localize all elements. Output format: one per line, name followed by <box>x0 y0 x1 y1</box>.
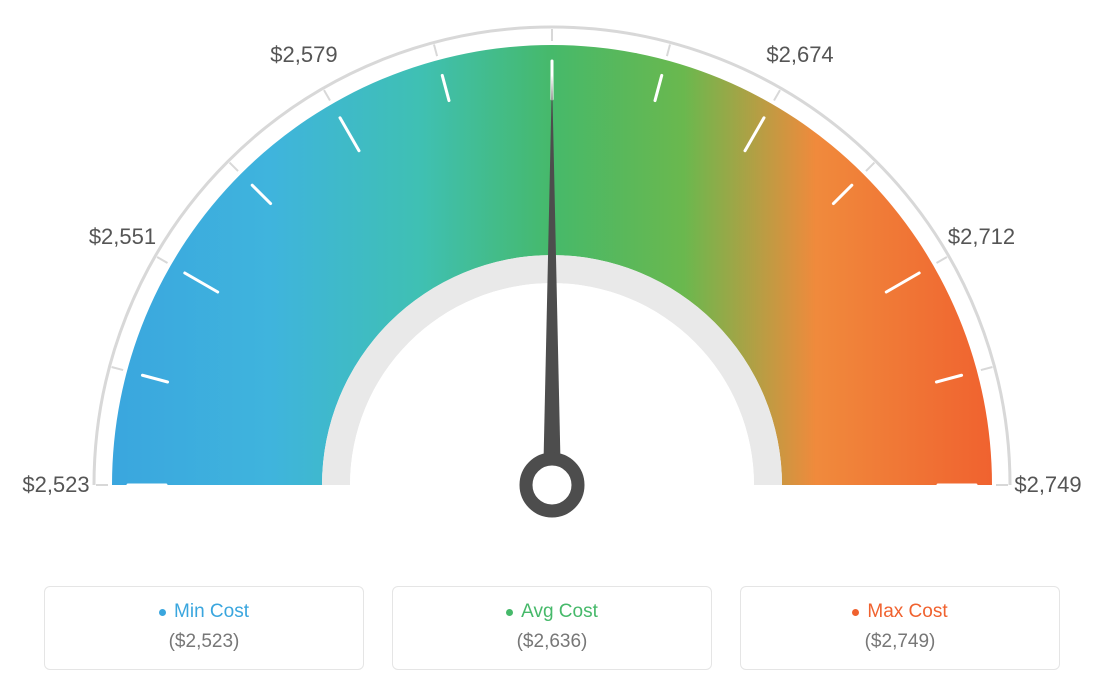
legend-title-max: Max Cost <box>852 601 947 623</box>
legend-value-min: ($2,523) <box>63 631 345 653</box>
legend-card-min: Min Cost ($2,523) <box>44 586 364 670</box>
legend-title-min: Min Cost <box>159 601 249 623</box>
gauge-tick-label: $2,523 <box>22 472 89 498</box>
gauge-tick-label: $2,674 <box>766 42 833 68</box>
cost-gauge-chart: $2,523 $2,551 $2,579 $2,636 $2,674 $2,712 $2,7… <box>0 0 1104 690</box>
legend-label-min: Min Cost <box>174 601 249 623</box>
gauge-tick-label: $2,749 <box>1014 472 1081 498</box>
gauge-tick-label: $2,551 <box>89 224 156 250</box>
legend-label-avg: Avg Cost <box>521 601 598 623</box>
legend-value-max: ($2,749) <box>759 631 1041 653</box>
gauge-svg <box>0 0 1104 540</box>
dot-icon <box>159 609 166 616</box>
dot-icon <box>852 609 859 616</box>
legend-label-max: Max Cost <box>867 601 947 623</box>
gauge-area: $2,523 $2,551 $2,579 $2,636 $2,674 $2,712 $2,7… <box>0 0 1104 540</box>
gauge-tick-label: $2,636 <box>518 0 585 2</box>
gauge-tick-label: $2,712 <box>948 224 1015 250</box>
dot-icon <box>506 609 513 616</box>
legend-title-avg: Avg Cost <box>506 601 598 623</box>
legend-value-avg: ($2,636) <box>411 631 693 653</box>
legend-card-avg: Avg Cost ($2,636) <box>392 586 712 670</box>
legend-row: Min Cost ($2,523) Avg Cost ($2,636) Max … <box>0 586 1104 670</box>
gauge-tick-label: $2,579 <box>270 42 337 68</box>
legend-card-max: Max Cost ($2,749) <box>740 586 1060 670</box>
